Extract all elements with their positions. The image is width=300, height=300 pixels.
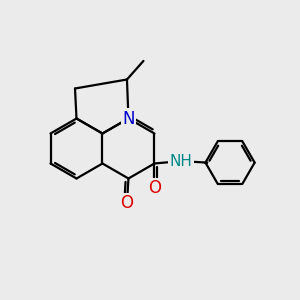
Text: O: O [148,179,161,197]
Text: NH: NH [169,154,192,169]
Text: N: N [122,110,135,128]
Text: O: O [121,194,134,212]
